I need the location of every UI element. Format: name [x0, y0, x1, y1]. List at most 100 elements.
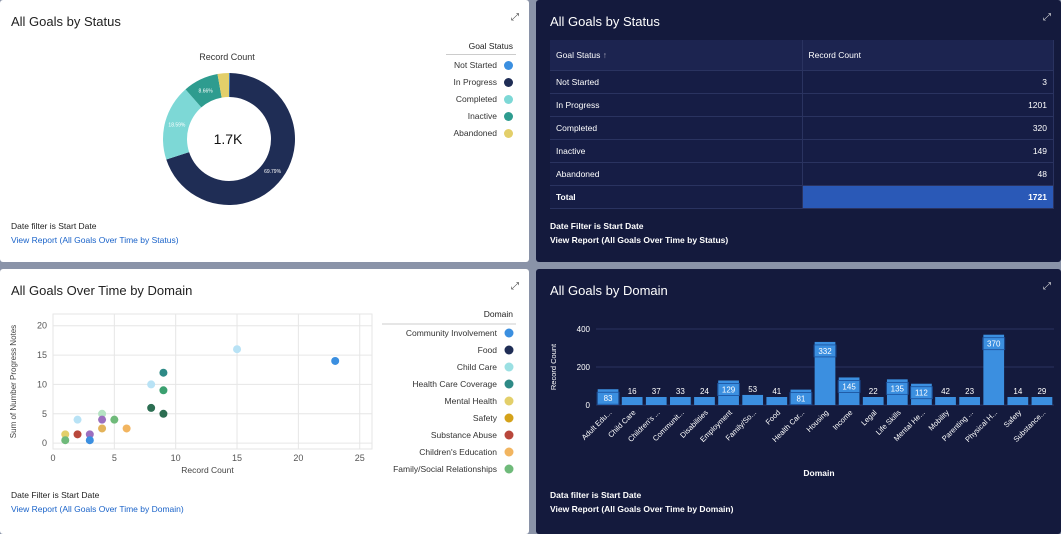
- bar-data-label: 135: [891, 384, 905, 393]
- legend-item: Safety: [473, 413, 498, 423]
- bar: [862, 397, 884, 405]
- bar-data-label: 23: [965, 387, 974, 396]
- expand-icon[interactable]: ⤢: [511, 12, 519, 23]
- scatter-point: [159, 409, 168, 418]
- x-tick-label: 15: [232, 453, 242, 463]
- y-tick-label: 400: [577, 325, 591, 334]
- view-report-link[interactable]: View Report (All Goals Over Time by Stat…: [11, 235, 179, 245]
- scatter-point: [159, 368, 168, 377]
- legend-item[interactable]: Abandoned: [453, 128, 498, 138]
- legend-item: Children's Education: [419, 447, 497, 457]
- bar: [911, 383, 932, 405]
- scatter-point: [147, 380, 156, 389]
- bar-data-label: 33: [676, 387, 685, 396]
- bar: [718, 380, 739, 405]
- status-table-card: All Goals by Status ⤢ Goal Status ↑ Reco…: [536, 0, 1061, 262]
- x-tick-label: Food: [764, 408, 782, 426]
- scatter-point: [122, 424, 131, 433]
- donut-center-value: 1.7K: [214, 131, 243, 147]
- y-tick-label: 20: [37, 321, 47, 331]
- legend-item[interactable]: Not Started: [454, 60, 497, 70]
- y-tick-label: 5: [42, 409, 47, 419]
- bar: [959, 397, 980, 405]
- legend-swatch: [504, 362, 514, 372]
- donut-slice: [163, 89, 202, 160]
- bar-data-label: 53: [748, 385, 757, 394]
- scatter-point: [61, 436, 70, 445]
- card-title: All Goals by Status: [550, 14, 660, 29]
- column-header-count[interactable]: Record Count: [802, 40, 1054, 71]
- x-tick-label: Income: [831, 408, 855, 432]
- card-title: All Goals by Domain: [550, 283, 668, 298]
- legend-item[interactable]: In Progress: [453, 77, 497, 87]
- view-report-link[interactable]: View Report (All Goals Over Time by Doma…: [550, 504, 734, 514]
- slice-label: 69.79%: [264, 169, 282, 175]
- date-filter-note: Data filter is Start Date: [550, 490, 642, 500]
- bar: [886, 379, 908, 405]
- x-tick-label: 20: [293, 453, 303, 463]
- date-filter-note: Date Filter is Start Date: [550, 221, 644, 231]
- legend-swatch: [504, 345, 514, 355]
- bar-label-box: [837, 380, 861, 393]
- domain-bar-card: All Goals by Domain ⤢ 0 200 400 Record Coun…: [536, 269, 1061, 534]
- bar-data-label: 332: [818, 347, 832, 356]
- scatter-point: [331, 356, 340, 365]
- scatter-point: [73, 415, 82, 424]
- y-tick-label: 200: [577, 363, 591, 372]
- bar-data-label: 112: [915, 389, 928, 398]
- scatter-point: [147, 403, 156, 412]
- bar-data-label: 14: [1013, 387, 1022, 396]
- legend-title: Domain: [484, 309, 514, 319]
- donut-title: Record Count: [199, 52, 255, 62]
- legend-item[interactable]: Inactive: [467, 111, 497, 121]
- legend-swatch: [504, 413, 514, 423]
- x-tick-label: Housing: [805, 408, 831, 434]
- x-tick-label: 10: [171, 453, 181, 463]
- legend-swatch: [504, 95, 513, 104]
- x-tick-label: Safety: [1002, 408, 1024, 430]
- legend-item[interactable]: Completed: [455, 94, 497, 104]
- view-report-link[interactable]: View Report (All Goals Over Time by Doma…: [11, 504, 184, 514]
- x-tick-label: 5: [112, 453, 117, 463]
- table-row: Inactive 149: [550, 139, 1054, 163]
- scatter-point: [73, 430, 82, 439]
- expand-icon[interactable]: ⤢: [511, 281, 519, 292]
- x-tick-label: 0: [50, 453, 55, 463]
- view-report-link[interactable]: View Report (All Goals Over Time by Stat…: [550, 235, 729, 245]
- legend-swatch: [504, 464, 514, 474]
- slice-label: 8.66%: [199, 88, 214, 94]
- bar-data-label: 16: [628, 387, 637, 396]
- bar-data-label: 24: [700, 387, 709, 396]
- legend-swatch: [504, 379, 514, 389]
- slice-label: 18.59%: [168, 123, 186, 129]
- scatter-point: [98, 424, 107, 433]
- bar-data-label: 41: [772, 387, 781, 396]
- expand-icon[interactable]: ⤢: [1043, 281, 1051, 292]
- donut-slice: [217, 73, 229, 98]
- scatter-point: [98, 415, 107, 424]
- expand-icon[interactable]: ⤢: [1043, 12, 1051, 23]
- status-table: Goal Status ↑ Record Count Not Started 3 …: [550, 40, 1054, 209]
- y-tick-label: 10: [37, 379, 47, 389]
- legend-swatch: [504, 61, 513, 70]
- date-filter-note: Date Filter is Start Date: [11, 490, 100, 500]
- x-tick-label: Legal: [859, 408, 879, 428]
- legend-swatch: [504, 112, 513, 121]
- legend-item: Food: [478, 345, 498, 355]
- bar: [670, 397, 691, 405]
- sort-icon: ↑: [602, 49, 608, 60]
- bar: [621, 397, 643, 405]
- status-donut-card: All Goals by Status ⤢ Record Count 69.79%…: [0, 0, 529, 262]
- bar-label-box: [982, 337, 1006, 351]
- bar-data-label: 22: [869, 387, 878, 396]
- bar: [645, 397, 667, 405]
- bar-data-label: 145: [842, 382, 856, 391]
- donut-slice: [229, 73, 230, 98]
- bar-data-label: 37: [652, 387, 661, 396]
- bar: [1031, 397, 1053, 405]
- scatter-point: [85, 430, 94, 439]
- legend-divider: [446, 54, 516, 55]
- column-header-status[interactable]: Goal Status ↑: [550, 40, 803, 71]
- bar: [1007, 397, 1029, 405]
